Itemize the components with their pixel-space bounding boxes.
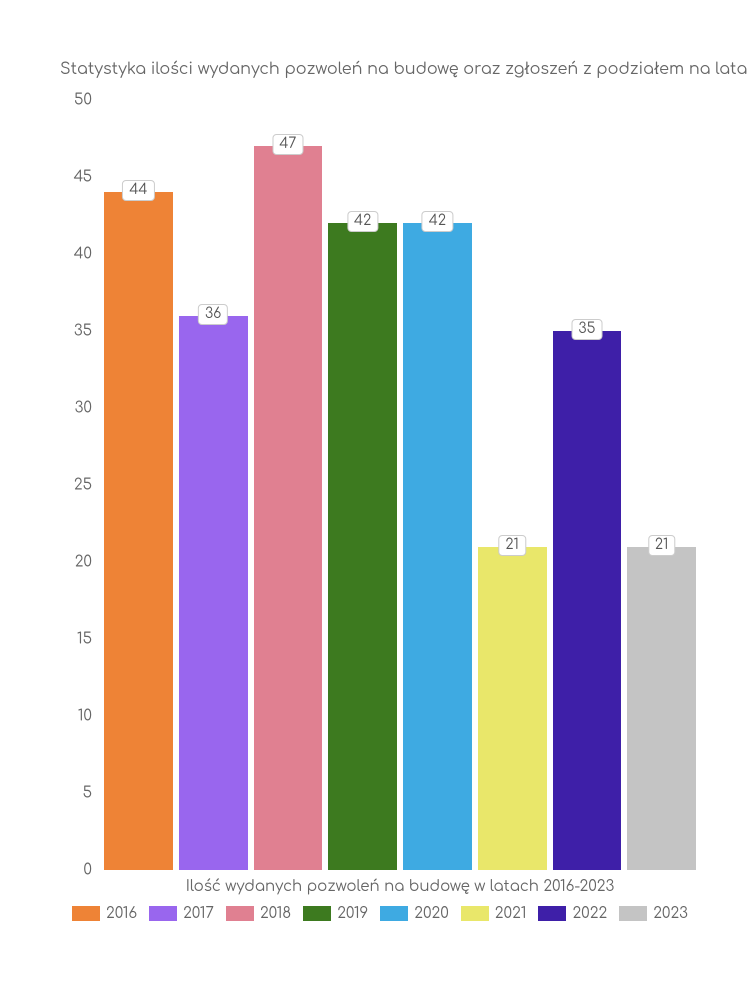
legend-label: 2022 bbox=[572, 905, 607, 922]
bar-2016: 44 bbox=[104, 100, 173, 870]
legend-item-2020: 2020 bbox=[380, 905, 449, 922]
y-tick-label: 15 bbox=[52, 631, 92, 648]
y-tick-label: 10 bbox=[52, 708, 92, 725]
bar-value-label: 42 bbox=[422, 211, 453, 232]
bar-2021: 21 bbox=[478, 100, 547, 870]
legend-item-2023: 2023 bbox=[619, 905, 688, 922]
bar-2020: 42 bbox=[403, 100, 472, 870]
bar-value-label: 47 bbox=[272, 134, 303, 155]
legend-item-2017: 2017 bbox=[149, 905, 214, 922]
y-tick-label: 0 bbox=[52, 862, 92, 879]
chart-container: Statystyka ilości wydanych pozwoleń na b… bbox=[0, 0, 750, 1000]
legend-label: 2017 bbox=[183, 905, 214, 922]
legend-swatch bbox=[619, 906, 647, 921]
bar-value-label: 44 bbox=[122, 180, 154, 201]
y-tick-label: 40 bbox=[52, 246, 92, 263]
bar-2023: 21 bbox=[627, 100, 696, 870]
legend-swatch bbox=[380, 906, 408, 921]
bar-2022: 35 bbox=[553, 100, 622, 870]
x-axis-caption: Ilość wydanych pozwoleń na budowę w lata… bbox=[100, 878, 700, 895]
legend-item-2018: 2018 bbox=[226, 905, 291, 922]
legend-item-2022: 2022 bbox=[538, 905, 607, 922]
bar-fill: 35 bbox=[553, 331, 622, 870]
legend-label: 2023 bbox=[653, 905, 688, 922]
legend-swatch bbox=[538, 906, 566, 921]
legend-swatch bbox=[226, 906, 254, 921]
legend-item-2016: 2016 bbox=[72, 905, 137, 922]
bar-2017: 36 bbox=[179, 100, 248, 870]
y-tick-label: 20 bbox=[52, 554, 92, 571]
y-tick-label: 35 bbox=[52, 323, 92, 340]
legend-swatch bbox=[461, 906, 489, 921]
legend-label: 2018 bbox=[260, 905, 291, 922]
chart-title: Statystyka ilości wydanych pozwoleń na b… bbox=[60, 60, 747, 78]
legend-label: 2019 bbox=[337, 905, 368, 922]
bar-fill: 21 bbox=[478, 547, 547, 870]
legend-item-2021: 2021 bbox=[461, 905, 527, 922]
bar-fill: 36 bbox=[179, 316, 248, 870]
bar-2019: 42 bbox=[328, 100, 397, 870]
bar-value-label: 35 bbox=[571, 319, 602, 340]
legend-label: 2016 bbox=[106, 905, 137, 922]
bar-value-label: 42 bbox=[347, 211, 378, 232]
legend-item-2019: 2019 bbox=[303, 905, 368, 922]
y-tick-label: 5 bbox=[52, 785, 92, 802]
bar-value-label: 21 bbox=[498, 535, 525, 556]
plot-area: 4436474242213521 bbox=[100, 100, 700, 870]
bar-2018: 47 bbox=[254, 100, 323, 870]
bars-group: 4436474242213521 bbox=[100, 100, 700, 870]
bar-fill: 21 bbox=[627, 547, 696, 870]
y-tick-label: 30 bbox=[52, 400, 92, 417]
bar-fill: 47 bbox=[254, 146, 323, 870]
bar-value-label: 21 bbox=[648, 535, 675, 556]
legend-swatch bbox=[72, 906, 100, 921]
bar-value-label: 36 bbox=[198, 304, 228, 325]
legend-label: 2021 bbox=[495, 905, 527, 922]
bar-fill: 42 bbox=[403, 223, 472, 870]
bar-fill: 44 bbox=[104, 192, 173, 870]
legend: 2016 2017 2018 2019 2020 2021 2022 2023 bbox=[60, 905, 700, 922]
legend-label: 2020 bbox=[414, 905, 449, 922]
bar-fill: 42 bbox=[328, 223, 397, 870]
y-tick-label: 25 bbox=[52, 477, 92, 494]
y-tick-label: 45 bbox=[52, 169, 92, 186]
legend-swatch bbox=[149, 906, 177, 921]
y-tick-label: 50 bbox=[52, 92, 92, 109]
legend-swatch bbox=[303, 906, 331, 921]
y-axis: 05101520253035404550 bbox=[60, 100, 100, 870]
